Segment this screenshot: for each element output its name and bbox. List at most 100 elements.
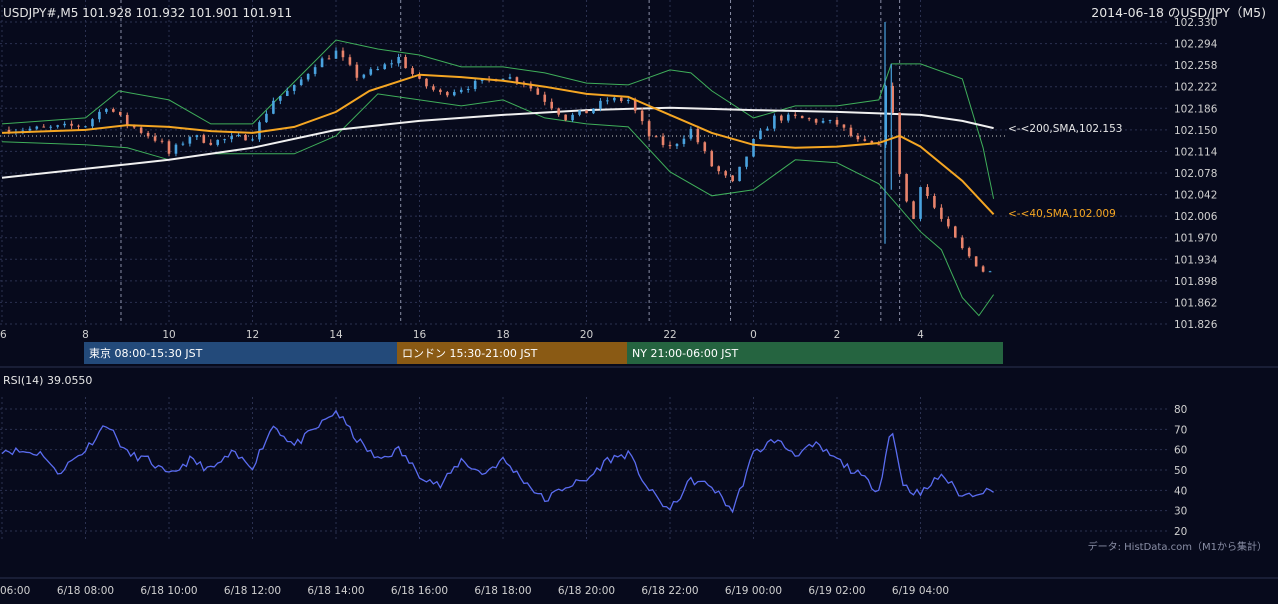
candle-body [898, 112, 901, 174]
rsi-tick-label: 70 [1174, 424, 1187, 436]
candle-body [793, 114, 797, 116]
candle-body [223, 139, 226, 141]
hour-tick-label: 14 [329, 329, 343, 341]
candle-body [877, 144, 881, 146]
rsi-label: RSI(14) 39.0550 [3, 374, 92, 387]
candle-body [98, 111, 101, 120]
candle-body [56, 125, 59, 127]
price-tick-label: 102.114 [1174, 146, 1218, 158]
candle-body [306, 73, 310, 80]
hour-tick-label: 10 [162, 329, 175, 341]
candle-body [125, 114, 129, 125]
candle-body [355, 64, 359, 78]
candle-body [835, 119, 839, 125]
candle-body [926, 187, 929, 197]
candle-body [35, 126, 39, 129]
price-tick-label: 102.006 [1174, 211, 1218, 223]
candle-body [230, 136, 233, 140]
candle-body [216, 139, 220, 145]
candle-body [891, 85, 894, 113]
candle-body [578, 110, 581, 115]
candle-body [821, 120, 825, 123]
candle-body [988, 271, 992, 273]
price-tick-label: 102.042 [1174, 190, 1217, 202]
candle-body [773, 115, 776, 129]
price-tick-label: 101.934 [1174, 254, 1218, 266]
candle-body [341, 50, 345, 58]
candle-body [981, 266, 985, 272]
candle-body [112, 109, 115, 112]
candle-body [717, 166, 721, 172]
price-tick-label: 102.330 [1174, 17, 1217, 29]
candle-body [181, 143, 185, 145]
candle-body [334, 50, 338, 59]
candle-body [348, 57, 352, 65]
candle-body [146, 132, 150, 137]
rsi-tick-label: 60 [1174, 445, 1187, 457]
candle-body [543, 94, 547, 102]
candle-body [828, 119, 832, 121]
candle-body [842, 124, 846, 128]
rsi-tick-label: 80 [1174, 404, 1187, 416]
candle-body [870, 140, 874, 145]
candle-body [49, 126, 53, 128]
candle-body [731, 175, 734, 182]
candle-body [202, 135, 206, 143]
date-tick-label: 6/18 16:00 [391, 585, 448, 597]
date-tick-label: 6/18 14:00 [307, 585, 364, 597]
candle-body [411, 68, 414, 74]
candle-body [91, 119, 94, 127]
candle-body [327, 58, 331, 60]
hour-tick-label: 4 [917, 329, 924, 341]
price-tick-label: 102.222 [1174, 82, 1217, 94]
candle-body [675, 143, 679, 147]
candle-body [633, 99, 637, 111]
candle-body [369, 69, 373, 75]
sma40-line [1, 73, 995, 215]
price-tick-label: 102.078 [1174, 168, 1217, 180]
candle-body [313, 67, 317, 74]
candle-body [459, 89, 463, 93]
rsi-line [1, 409, 994, 514]
candle-body [376, 69, 380, 71]
rsi-axis: 80 70 60 50 40 30 20 [1174, 404, 1187, 538]
rsi-tick-label: 40 [1174, 485, 1187, 497]
candle-body [105, 109, 108, 112]
date-tick-label: 6/18 18:00 [474, 585, 531, 597]
session-bar: 東京 08:00-15:30 JST ロンドン 15:30-21:00 JST … [84, 342, 1003, 364]
rsi-tick-label: 20 [1174, 526, 1187, 538]
candle-body [251, 139, 254, 141]
candle-body [738, 166, 741, 182]
price-tick-label: 102.186 [1174, 103, 1218, 115]
candle-body [953, 226, 957, 238]
hour-tick-label: 20 [580, 329, 593, 341]
candle-body [933, 196, 936, 208]
candle-body [418, 73, 421, 79]
candle-body [153, 136, 157, 141]
candle-body [919, 187, 922, 219]
candle-body [536, 88, 540, 95]
candle-body [571, 114, 574, 121]
data-source-note: データ: HistData.com（M1から集計） [1088, 540, 1267, 553]
candle-body [724, 171, 727, 176]
candle-body [397, 57, 400, 64]
price-axis: 102.330 102.294 102.258 102.222 102.186 102.1… [1174, 17, 1218, 331]
rsi-tick-label: 50 [1174, 465, 1187, 477]
candle-body [780, 115, 783, 121]
date-tick-label: 6/18 12:00 [224, 585, 281, 597]
candle-body [967, 248, 971, 257]
candle-body [209, 142, 213, 145]
session-london-band [397, 342, 627, 364]
session-tokyo-band [84, 342, 397, 364]
hour-axis: 6 8 10 12 14 16 18 20 22 0 2 4 [0, 329, 924, 341]
candle-body [118, 111, 122, 115]
candle-body [77, 125, 80, 127]
candle-body [70, 123, 73, 126]
candle-body [279, 95, 282, 101]
candle-body [863, 139, 867, 141]
candle-body [466, 88, 470, 90]
candle-body [960, 237, 964, 249]
candle-body [550, 101, 554, 109]
candle-body [42, 126, 46, 128]
